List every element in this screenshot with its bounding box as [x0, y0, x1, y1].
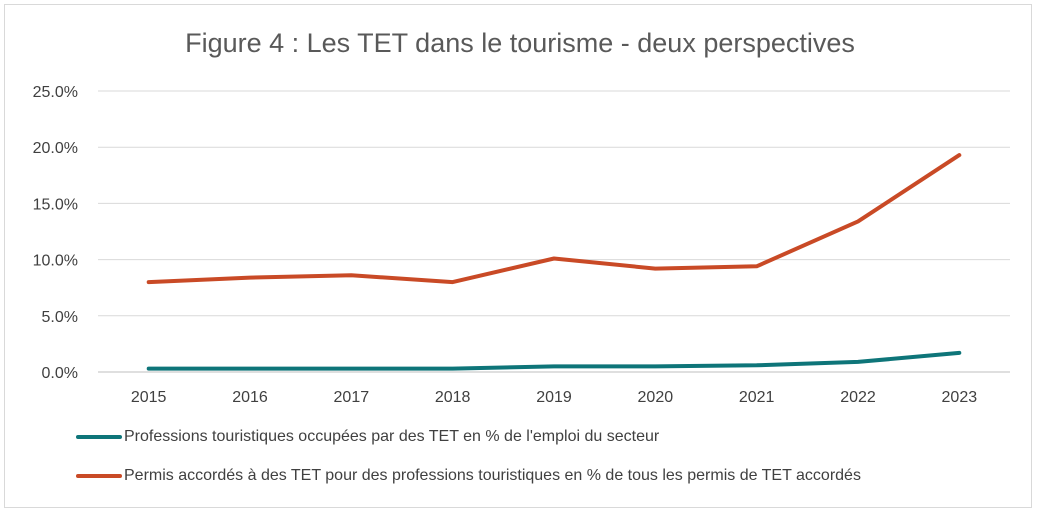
- series-line-2: [146, 153, 962, 285]
- legend-label-employment: Professions touristiques occupées par de…: [124, 428, 660, 445]
- x-tick-label: 2018: [435, 389, 471, 406]
- x-tick-label: 2019: [536, 389, 572, 406]
- y-tick-label: 20.0%: [33, 140, 78, 157]
- chart-frame: [4, 4, 1032, 508]
- legend-item-permits: Permis accordés à des TET pour des profe…: [76, 465, 861, 487]
- y-tick-label: 5.0%: [42, 309, 78, 326]
- legend-item-employment: Professions touristiques occupées par de…: [76, 426, 861, 448]
- x-tick-label: 2016: [232, 389, 268, 406]
- legend-swatch-permits: [76, 474, 122, 478]
- legend-swatch-employment: [76, 435, 122, 439]
- y-tick-label: 10.0%: [33, 253, 78, 270]
- legend: Professions touristiques occupées par de…: [76, 426, 861, 504]
- y-tick-label: 0.0%: [42, 365, 78, 382]
- x-tick-label: 2017: [334, 389, 370, 406]
- x-tick-label: 2021: [739, 389, 775, 406]
- x-tick-label: 2022: [840, 389, 876, 406]
- x-tick-label: 2020: [638, 389, 674, 406]
- legend-label-permits: Permis accordés à des TET pour des profe…: [124, 467, 861, 484]
- chart-title: Figure 4 : Les TET dans le tourisme - de…: [185, 28, 855, 58]
- series-line-1: [146, 350, 962, 371]
- y-tick-label: 25.0%: [33, 84, 78, 101]
- x-tick-label: 2015: [131, 389, 167, 406]
- x-tick-label: 2023: [942, 389, 978, 406]
- y-tick-label: 15.0%: [33, 196, 78, 213]
